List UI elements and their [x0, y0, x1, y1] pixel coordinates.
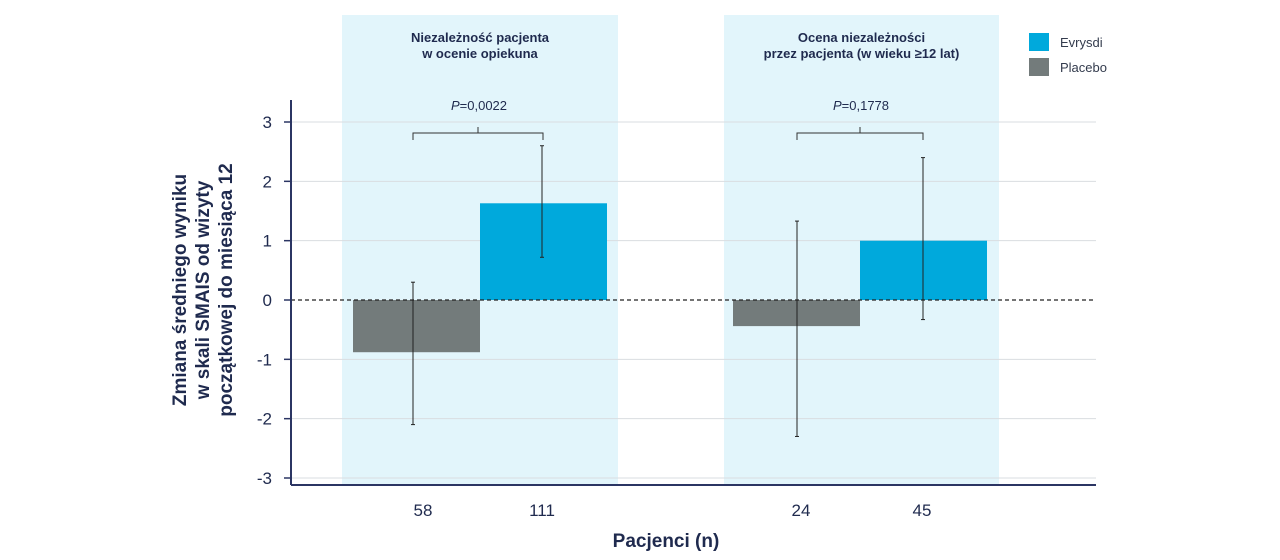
- y-tick-label: -1: [257, 350, 272, 369]
- legend-label-evrysdi: Evrysdi: [1060, 35, 1103, 50]
- p-value: P=0,0022: [451, 98, 507, 113]
- significance-bracket: [412, 127, 544, 140]
- x-tick-label: 45: [913, 501, 932, 520]
- y-tick-label: 2: [263, 172, 272, 191]
- x-tick-label: 111: [529, 501, 555, 520]
- y-tick-label: 3: [263, 113, 272, 132]
- y-tick-label: -2: [257, 410, 272, 429]
- y-axis-title: Zmiana średniego wyniku w skali SMAIS od …: [170, 163, 237, 416]
- panel-title-line: w ocenie opiekuna: [421, 46, 538, 61]
- legend-swatch-evrysdi: [1029, 33, 1049, 51]
- legend-swatch-placebo: [1029, 58, 1049, 76]
- bar-evrysdi-1: [480, 203, 607, 300]
- y-tick-label: 1: [263, 232, 272, 251]
- legend: Evrysdi Placebo: [1029, 33, 1107, 76]
- panel-title-line: przez pacjenta (w wieku ≥12 lat): [764, 46, 960, 61]
- legend-label-placebo: Placebo: [1060, 60, 1107, 75]
- x-tick-labels: 58 111 24 45: [414, 501, 932, 520]
- x-axis-title: Pacjenci (n): [613, 531, 720, 552]
- error-bars: [411, 145, 925, 437]
- p-value-annotations: P=0,0022 P=0,1778: [412, 98, 924, 140]
- axes: [284, 100, 1096, 486]
- significance-bracket: [796, 127, 924, 140]
- y-tick-label: 0: [263, 291, 272, 310]
- panel-title-line: Niezależność pacjenta: [411, 30, 550, 45]
- panel-title-line: Ocena niezależności: [798, 30, 925, 45]
- y-tick-label: -3: [257, 469, 272, 488]
- x-tick-label: 24: [792, 501, 811, 520]
- bar-placebo-1: [353, 300, 480, 353]
- x-tick-label: 58: [414, 501, 433, 520]
- p-value: P=0,1778: [833, 98, 889, 113]
- y-tick-labels: 3 2 1 0 -1 -2 -3: [257, 113, 272, 488]
